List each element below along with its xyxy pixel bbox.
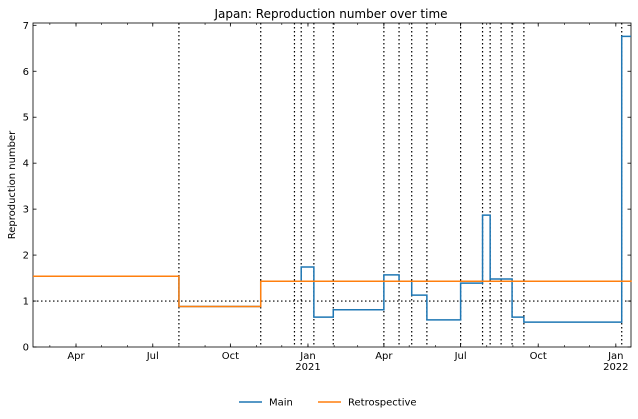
x-tick-label: Apr — [375, 351, 393, 362]
x-tick-sublabel: 2022 — [603, 362, 628, 373]
y-tick-label: 4 — [23, 159, 29, 170]
y-tick-label: 0 — [23, 343, 29, 354]
legend-label-retrospective: Retrospective — [348, 398, 417, 409]
x-tick-label: Jan — [299, 351, 315, 362]
x-tick-label: Jan — [607, 351, 623, 362]
x-tick-label: Oct — [222, 351, 239, 362]
y-tick-label: 2 — [23, 251, 29, 262]
x-tick-sublabel: 2021 — [295, 362, 320, 373]
x-tick-label: Oct — [530, 351, 547, 362]
x-tick-label: Apr — [67, 351, 85, 362]
y-axis-label: Reproduction number — [7, 130, 18, 239]
legend-label-main: Main — [269, 398, 293, 409]
y-tick-label: 6 — [23, 67, 29, 78]
y-tick-label: 7 — [23, 21, 29, 32]
y-tick-label: 1 — [23, 297, 29, 308]
plot-frame — [32, 22, 632, 348]
x-tick-label: Jul — [146, 351, 159, 362]
series-line-retrospective — [33, 275, 632, 308]
legend: Main Retrospective — [239, 398, 417, 409]
y-tick-label: 3 — [23, 205, 29, 216]
series-line-main — [33, 35, 631, 323]
y-tick-label: 5 — [23, 113, 29, 124]
x-tick-label: Jul — [454, 351, 467, 362]
chart-title: Japan: Reproduction number over time — [213, 7, 447, 21]
